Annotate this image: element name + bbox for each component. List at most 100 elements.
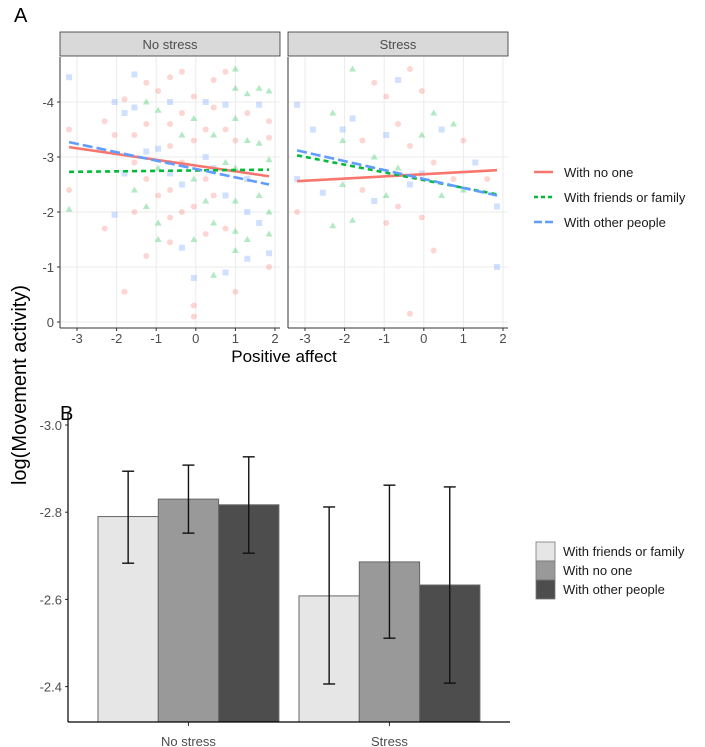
facet-strip — [59, 31, 281, 57]
point-with-friends — [190, 115, 198, 121]
point-with-no-one — [190, 137, 197, 144]
point-with-other-people — [244, 176, 251, 182]
point-with-other-people — [178, 181, 185, 188]
panel-b-label: B — [60, 403, 73, 425]
point-with-friends — [418, 131, 426, 138]
point-with-other-people — [202, 99, 209, 105]
point-with-no-one — [294, 209, 301, 215]
point-with-no-one — [66, 187, 73, 193]
point-with-no-one — [222, 68, 229, 75]
point-with-friends — [154, 236, 162, 242]
point-with-friends — [450, 120, 457, 127]
point-with-other-people — [121, 170, 128, 177]
point-with-no-one — [406, 143, 413, 149]
point-with-friends — [190, 175, 198, 182]
legend-key-1 — [535, 560, 556, 581]
point-with-other-people — [256, 101, 263, 108]
point-with-no-one — [406, 66, 413, 72]
point-with-no-one — [155, 192, 162, 199]
x-tick-label: 1 — [232, 331, 239, 346]
point-with-other-people — [256, 220, 263, 226]
x-tick-label: 1 — [460, 331, 467, 346]
point-with-no-one — [131, 132, 138, 138]
point-with-friends — [430, 109, 438, 116]
point-with-no-one — [190, 302, 197, 309]
point-with-no-one — [406, 310, 413, 317]
point-with-friends — [255, 84, 263, 91]
point-with-friends — [265, 156, 273, 163]
point-with-friends — [210, 131, 218, 138]
x-tick-label: 2 — [499, 331, 506, 346]
point-with-friends — [65, 205, 73, 212]
facet-strip — [287, 31, 509, 57]
point-with-other-people — [131, 71, 138, 78]
point-with-friends — [370, 153, 378, 160]
point-with-other-people — [111, 99, 118, 105]
fit-line-other — [296, 149, 498, 197]
point-with-no-one — [111, 132, 118, 138]
point-with-friends — [222, 159, 229, 165]
point-with-no-one — [266, 118, 273, 125]
x-tick-label: -3 — [299, 331, 311, 346]
x-axis-label-a: Positive affect — [231, 347, 337, 366]
point-with-friends — [202, 197, 210, 204]
point-with-friends — [142, 98, 150, 105]
point-with-no-one — [66, 126, 73, 133]
point-with-other-people — [131, 104, 138, 111]
point-with-friends — [130, 186, 138, 193]
point-with-other-people — [167, 99, 174, 105]
fit-line-other — [68, 140, 270, 186]
legend-label: With other people — [564, 215, 666, 230]
point-with-no-one — [210, 104, 217, 111]
point-with-friends — [382, 192, 390, 198]
point-with-no-one — [143, 121, 150, 127]
x-tick-label: 0 — [192, 331, 199, 346]
point-with-no-one — [222, 126, 229, 133]
point-with-other-people — [190, 275, 197, 281]
point-with-no-one — [167, 239, 174, 246]
point-with-other-people — [494, 203, 501, 210]
point-with-friends — [190, 236, 198, 242]
facet-strip-label: No stress — [143, 37, 198, 52]
point-with-other-people — [222, 101, 229, 108]
point-with-friends — [329, 109, 337, 116]
point-with-friends — [265, 208, 273, 215]
point-with-other-people — [155, 145, 162, 152]
point-with-no-one — [383, 93, 390, 100]
point-with-friends — [243, 90, 251, 97]
y-tick-label: -2.6 — [40, 592, 62, 607]
point-with-no-one — [190, 313, 197, 320]
point-with-other-people — [406, 181, 413, 188]
point-with-friends — [255, 192, 263, 198]
y-axis-label: log(Movement activity) — [9, 285, 31, 485]
point-with-no-one — [167, 121, 174, 127]
point-with-no-one — [167, 187, 174, 193]
x-tick-label: -3 — [71, 331, 83, 346]
point-with-no-one — [178, 68, 185, 75]
point-with-other-people — [244, 209, 251, 215]
point-with-friends — [394, 164, 402, 171]
point-with-no-one — [167, 74, 174, 81]
point-with-other-people — [438, 126, 445, 133]
point-with-other-people — [472, 159, 479, 166]
point-with-no-one — [190, 203, 197, 210]
point-with-other-people — [294, 176, 301, 182]
point-with-other-people — [178, 244, 185, 251]
panel-a-label: A — [14, 5, 28, 27]
panel-b: -3.0 -2.8 -2.6 -2.4 No stress Stress With frie… — [40, 412, 685, 747]
x-tick-label: -2 — [111, 331, 123, 346]
y-tick-label: -1 — [42, 260, 54, 275]
point-with-friends — [210, 271, 218, 278]
point-with-no-one — [232, 137, 239, 144]
x-tick-label: -2 — [339, 331, 351, 346]
point-with-friends — [243, 236, 251, 242]
legend-label: With friends or family — [564, 190, 686, 205]
point-with-other-people — [294, 101, 301, 108]
facet-no-stress: No stress -3 -2 -1 0 1 2 0 -1 -2 -3 -4 — [42, 31, 281, 346]
point-with-other-people — [309, 126, 316, 133]
legend-label: With other people — [563, 582, 665, 597]
point-with-friends — [265, 87, 273, 94]
point-with-no-one — [131, 159, 138, 166]
